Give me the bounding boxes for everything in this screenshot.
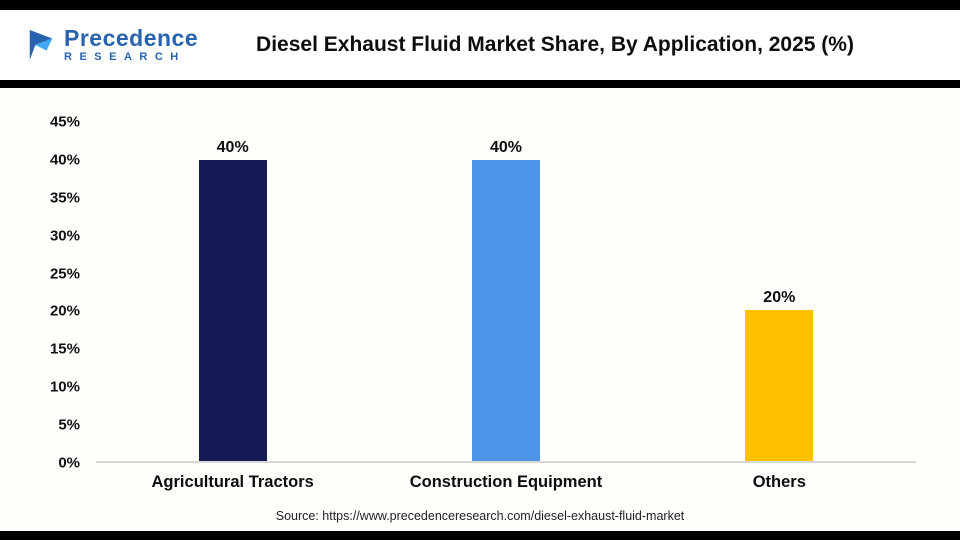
logo-name: Precedence	[64, 25, 199, 52]
chart-area: 0% 5% 10% 15% 20% 25% 30% 35% 40% 45% 40% 40% 20%	[0, 88, 960, 471]
header: Precedence RESEARCH Diesel Exhaust Fluid…	[0, 10, 960, 80]
bars-row: 40% 40% 20%	[96, 122, 916, 461]
bar-column: 40%	[96, 122, 369, 461]
bar	[198, 159, 267, 461]
y-tick-label: 20%	[49, 302, 80, 320]
y-tick-label: 25%	[49, 265, 80, 283]
y-tick-label: 10%	[49, 378, 80, 396]
bar	[745, 310, 814, 461]
bottom-black-strip	[0, 531, 960, 540]
bar-value-label: 20%	[763, 289, 796, 307]
source-row: Source: https://www.precedenceresearch.c…	[0, 501, 960, 531]
y-tick-label: 15%	[49, 340, 80, 358]
bar-column: 40%	[369, 122, 642, 461]
y-tick-label: 40%	[49, 151, 80, 169]
chart-title: Diesel Exhaust Fluid Market Share, By Ap…	[256, 33, 854, 56]
x-axis-labels: Agricultural Tractors Construction Equipm…	[96, 463, 916, 501]
bar-value-label: 40%	[216, 138, 249, 156]
source-text: Source: https://www.precedenceresearch.c…	[275, 509, 685, 523]
bar	[471, 159, 540, 461]
header-divider	[0, 80, 960, 88]
x-axis-category-label: Agricultural Tractors	[151, 472, 314, 491]
logo-texts: Precedence RESEARCH	[64, 26, 198, 64]
y-tick-label: 45%	[49, 113, 80, 131]
plot-area: 40% 40% 20%	[96, 122, 916, 463]
precedence-logo-icon	[29, 30, 53, 60]
bar-value-label: 40%	[489, 138, 522, 156]
precedence-research-logo: Precedence RESEARCH	[26, 26, 236, 64]
bar-column: 20%	[643, 122, 916, 461]
y-tick-label: 35%	[49, 189, 80, 207]
y-tick-label: 0%	[58, 454, 80, 472]
y-tick-label: 5%	[58, 416, 80, 434]
top-black-strip	[0, 0, 960, 10]
logo-subtitle: RESEARCH	[64, 51, 186, 64]
y-axis-ticks: 0% 5% 10% 15% 20% 25% 30% 35% 40% 45%	[0, 115, 80, 471]
x-axis-category-label: Construction Equipment	[409, 472, 603, 491]
x-axis-category-label: Others	[752, 472, 806, 491]
y-tick-label: 30%	[49, 227, 80, 245]
